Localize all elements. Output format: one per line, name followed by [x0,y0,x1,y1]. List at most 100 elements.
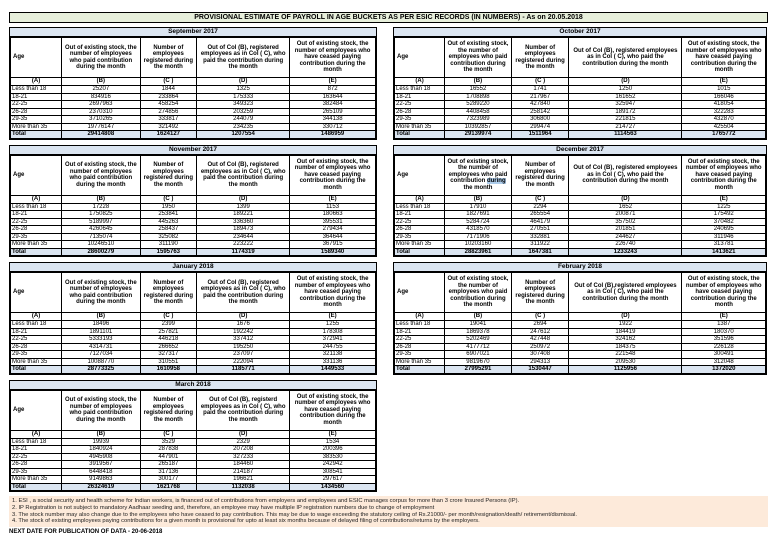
cell-value: 1174319 [196,247,291,256]
column-letter: (E) [681,77,766,86]
cell-value: 5202469 [444,335,512,344]
cell-value: 16552 [444,85,512,94]
cell-value: 195250 [196,342,291,351]
cell-value: 28823961 [444,247,512,256]
table-month-title: February 2018 [394,263,766,272]
month-table-march-2018: March 2018 Age Out of existing stock, the … [9,379,377,492]
cell-value: 367915 [289,240,376,249]
cell-value: 4260645 [61,225,141,234]
cell-value: 1413621 [681,247,766,256]
cell-value: 25207 [61,85,141,94]
row-label: 26-28 [9,225,63,234]
column-letter: (C ) [139,77,198,86]
cell-value: 2399 [139,320,198,329]
cell-value: 325947 [568,100,683,109]
cell-value: 175492 [681,210,766,219]
row-label: 22-25 [393,217,446,226]
row-label: 18-21 [393,92,446,101]
cell-value: 1891101 [61,327,141,336]
cell-value: 327317 [139,350,198,359]
column-letter: (D) [196,312,291,321]
page-title: PROVISIONAL ESTIMATE OF PAYROLL IN AGE B… [9,12,768,23]
footnote-line-4: 4. The stock of existing employees payin… [12,518,480,525]
cell-value: 317136 [139,467,198,476]
header-row: Age Out of existing stock, the number of … [393,272,766,313]
column-letter: (B) [444,194,512,204]
table-row: 29-35 6448418 317136 214187 308541 [9,467,376,476]
table-row: 26-28 4177712 250972 184375 226128 [393,342,766,351]
cell-value: 325082 [139,232,198,241]
table-row: 29-35 7135074 325082 234644 364644 [9,232,376,241]
cell-value: 258142 [510,107,570,116]
column-letter: (C ) [510,312,570,321]
row-label: 29-35 [9,115,63,124]
cell-value: 351596 [681,335,766,344]
column-letter: (D) [568,312,683,321]
cell-value: 265554 [510,210,570,219]
cell-value: 10392857 [444,122,512,131]
column-header-e: Out of existing stock, the number of emp… [289,389,376,431]
column-letter: (E) [289,77,376,86]
cell-value: 192242 [196,327,291,336]
cell-value: 19939 [61,437,141,446]
cell-value: 247612 [510,327,570,336]
cell-value: 6907021 [444,350,512,359]
cell-value: 29139974 [444,130,512,139]
cell-value: 1676 [196,320,291,329]
table-row: 29-35 6907021 307408 221548 300491 [393,350,766,359]
table-row: Less than 18 19041 2694 1922 1387 [393,320,766,329]
column-header-b: Out of existing stock, the number of emp… [61,37,141,78]
cell-value: 253841 [139,210,198,219]
table-row: 18-21 1869378 247612 184419 180370 [393,327,766,336]
column-letter: (D) [196,77,291,86]
cell-value: 464179 [510,217,570,226]
cell-value: 28600279 [61,247,141,256]
row-label: Total [393,130,446,139]
table-row: More than 35 10392857 299474 214727 425504 [393,122,766,131]
cell-value: 244079 [196,115,291,124]
cell-value: 872 [289,85,376,94]
column-letter-row: (A) (B) (C ) (D) (E) [9,77,376,86]
data-table: Age Out of existing stock, the number of … [9,389,376,492]
row-label: 18-21 [9,210,63,219]
table-row: 22-25 5202469 427448 324162 351596 [393,335,766,344]
table-row: More than 35 10246510 311190 223222 367915 [9,240,376,249]
cell-value: 2294 [510,202,570,211]
cell-value: 279434 [289,225,376,234]
table-row: Less than 18 25207 1844 1325 872 [9,85,376,94]
row-label: Less than 18 [393,202,446,211]
cell-value: 321138 [289,350,376,359]
table-row: 18-21 1827691 265554 200871 175492 [393,210,766,219]
cell-value: 266652 [139,342,198,351]
cell-value: 322283 [681,107,766,116]
cell-value: 370482 [681,217,766,226]
column-header-c: Number of employees registered during th… [510,37,570,78]
cell-value: 184375 [568,342,683,351]
data-table: Age Out of existing stock, the number of … [9,37,376,139]
column-letter: (A) [393,194,446,204]
column-header-age: Age [9,389,63,431]
cell-value: 17228 [61,202,141,211]
cell-value: 189473 [196,225,291,234]
cell-value: 432870 [681,115,766,124]
column-header-c: Number of employees registered during th… [510,154,570,196]
cell-value: 189172 [568,107,683,116]
row-label: Total [393,365,446,374]
row-label: 22-25 [393,100,446,109]
cell-value: 240695 [681,225,766,234]
cell-value: 308541 [289,467,376,476]
column-letter: (B) [444,77,512,86]
table-row: 18-21 834916 233864 175333 163644 [9,92,376,101]
cell-value: 175333 [196,92,291,101]
table-month-title: October 2017 [394,28,766,37]
header-row: Age Out of existing stock, the number of … [9,154,376,196]
data-table: Age Out of existing stock, the number of … [393,154,766,257]
row-label: 18-21 [9,445,63,454]
footnote-line-2: 2. IP Registration is not subject to man… [12,504,435,511]
cell-value: 189221 [196,210,291,219]
table-month-title: January 2018 [10,263,376,272]
cell-value: 201851 [568,225,683,234]
cell-value: 1207554 [196,130,291,139]
cell-value: 9149863 [61,475,141,484]
column-header-e: Out of existing stock, the number of emp… [681,37,766,78]
